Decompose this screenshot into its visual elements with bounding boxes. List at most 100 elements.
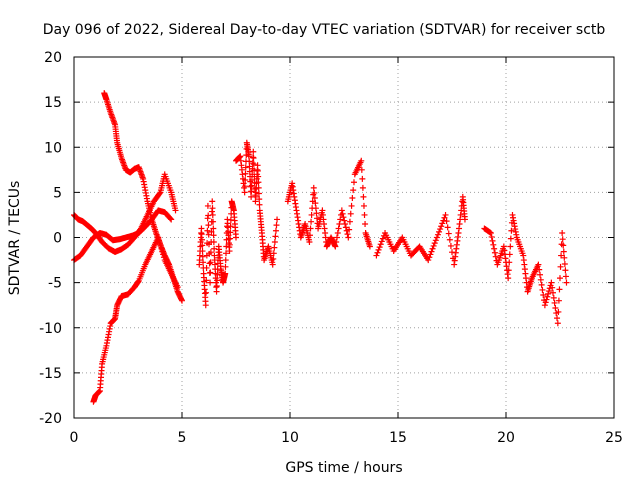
data-point: [210, 225, 217, 232]
data-point: [506, 259, 513, 266]
data-point: [199, 253, 206, 260]
data-point: [199, 248, 206, 255]
data-point: [210, 239, 217, 246]
data-point: [427, 251, 434, 258]
data-point: [490, 241, 497, 248]
data-point: [505, 267, 512, 274]
data-point: [255, 184, 262, 191]
data-point: [208, 228, 215, 235]
data-point: [172, 207, 179, 214]
data-point: [255, 190, 262, 197]
x-tick-label: 25: [605, 430, 623, 446]
data-point: [443, 218, 450, 225]
data-point: [552, 305, 559, 312]
data-point: [245, 153, 252, 160]
data-point: [246, 158, 253, 165]
data-point: [556, 286, 563, 293]
data-point: [308, 211, 315, 218]
data-point: [563, 279, 570, 286]
data-point: [270, 250, 277, 257]
data-point: [222, 270, 229, 277]
data-point: [242, 164, 249, 171]
data-point: [213, 283, 220, 290]
y-tick-label: 20: [44, 50, 62, 66]
data-point: [254, 162, 261, 169]
data-point: [207, 259, 214, 266]
data-point: [209, 198, 216, 205]
data-point: [203, 289, 210, 296]
data-point: [348, 202, 355, 209]
data-point: [428, 248, 435, 255]
data-point: [551, 299, 558, 306]
series-segment-10-to-14: [284, 157, 373, 250]
data-point: [358, 166, 365, 173]
data-point: [361, 211, 368, 218]
y-tick-label: -5: [48, 276, 62, 292]
data-point: [214, 277, 221, 284]
y-tick-label: -20: [39, 411, 62, 427]
data-point: [438, 223, 445, 230]
data-point: [559, 236, 566, 243]
data-point: [374, 249, 381, 256]
x-tick-label: 0: [70, 430, 79, 446]
data-point: [548, 279, 555, 286]
series-segment-14-to-19: [373, 193, 468, 268]
data-point: [250, 161, 257, 168]
data-point: [491, 245, 498, 252]
data-point: [248, 176, 255, 183]
data-point: [207, 269, 214, 276]
data-point: [562, 273, 569, 280]
data-point: [447, 242, 454, 249]
data-point: [210, 232, 217, 239]
data-point: [536, 266, 543, 273]
data-point: [207, 279, 214, 286]
data-point: [544, 293, 551, 300]
data-point: [538, 281, 545, 288]
y-tick-label: -10: [39, 321, 62, 337]
series-segment-19-to-23: [481, 211, 570, 327]
data-point: [507, 243, 514, 250]
data-point: [373, 252, 380, 259]
data-point: [555, 308, 562, 315]
series-arc-rising-from-minus-18: [90, 234, 181, 405]
data-point: [342, 220, 349, 227]
data-point: [379, 235, 386, 242]
data-point: [558, 252, 565, 259]
data-point: [222, 263, 229, 270]
data-point: [491, 249, 498, 256]
data-point: [561, 254, 568, 261]
y-tick-label: 0: [53, 231, 62, 247]
data-point: [156, 190, 163, 197]
data-point: [308, 218, 315, 225]
data-point: [557, 275, 563, 282]
data-point: [272, 227, 279, 234]
data-point: [271, 239, 278, 246]
data-point: [461, 216, 468, 223]
data-point: [306, 239, 313, 246]
data-point: [227, 235, 234, 242]
data-point: [160, 251, 167, 258]
y-tick-label: 15: [44, 95, 62, 111]
data-point: [202, 302, 209, 309]
data-point: [508, 227, 515, 234]
data-point: [213, 288, 220, 295]
data-point: [342, 224, 349, 231]
data-point: [537, 276, 544, 283]
y-tick-label: 5: [53, 185, 62, 201]
data-point: [255, 173, 262, 180]
data-point: [377, 241, 384, 248]
data-point: [306, 232, 313, 239]
data-point: [560, 242, 567, 249]
data-point: [250, 148, 257, 155]
data-point: [362, 220, 369, 227]
x-tick-label: 15: [389, 430, 407, 446]
data-point: [271, 244, 278, 251]
data-point: [333, 239, 340, 246]
data-point: [542, 299, 549, 306]
data-point: [200, 259, 207, 266]
data-point: [505, 275, 512, 282]
data-point: [157, 242, 164, 249]
data-point: [155, 234, 162, 241]
data-point: [545, 288, 552, 295]
